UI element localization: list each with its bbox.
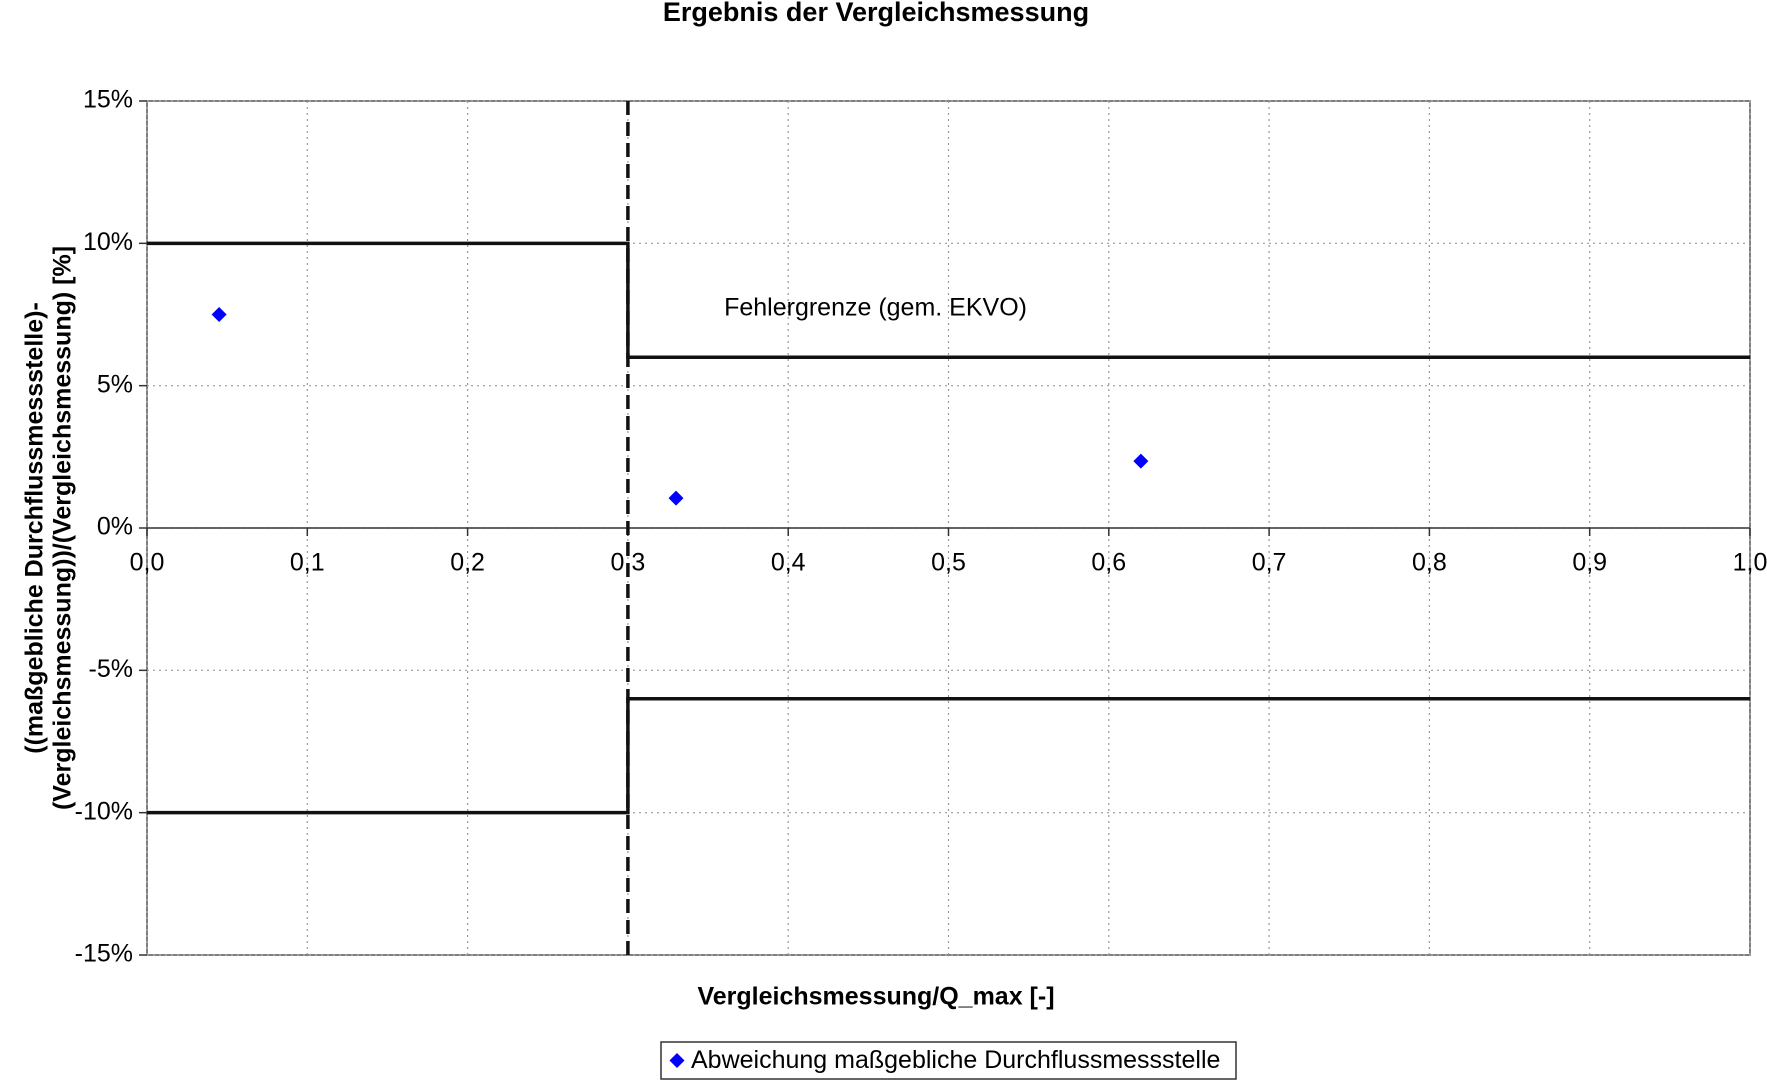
y-tick-label: 15% bbox=[83, 86, 133, 114]
x-tick-label: 0,1 bbox=[290, 549, 325, 577]
y-tick-label: -5% bbox=[89, 655, 133, 683]
y-tick-label: 0% bbox=[97, 513, 133, 541]
x-tick-label: 0,2 bbox=[450, 549, 485, 577]
x-axis-title: Vergleichsmessung/Q_max [-] bbox=[697, 983, 1054, 1011]
y-tick-label: 10% bbox=[83, 228, 133, 256]
x-tick-label: 0,0 bbox=[130, 549, 165, 577]
legend-marker bbox=[669, 1053, 685, 1068]
x-tick-label: 0,8 bbox=[1412, 549, 1447, 577]
point bbox=[668, 490, 684, 506]
point bbox=[1133, 453, 1149, 469]
x-tick-label: 0,5 bbox=[931, 549, 966, 577]
x-tick-label: 0,4 bbox=[771, 549, 806, 577]
legend-box bbox=[660, 1041, 1237, 1080]
y-axis-title-line: (Vergleichsmessung))/(Vergleichsmessung)… bbox=[49, 246, 77, 810]
legend: Abweichung maßgebliche Durchflussmessste… bbox=[660, 1041, 1237, 1080]
chart-title: Ergebnis der Vergleichsmessung bbox=[663, 0, 1089, 27]
point bbox=[211, 307, 227, 322]
x-tick-label: 1,0 bbox=[1733, 549, 1767, 577]
annotation: Fehlergrenze (gem. EKVO) bbox=[724, 293, 1027, 321]
y-tick-label: -10% bbox=[75, 797, 133, 825]
x-tick-label: 0,9 bbox=[1572, 549, 1607, 577]
y-axis-title-line: ((maßgebliche Durchflussmessstelle)- bbox=[21, 302, 49, 754]
x-tick-label: 0,6 bbox=[1091, 549, 1126, 577]
y-tick-label: 5% bbox=[97, 370, 133, 398]
x-tick-label: 0,7 bbox=[1252, 549, 1287, 577]
y-tick-label: -15% bbox=[75, 940, 133, 968]
legend-label: Abweichung maßgebliche Durchflussmessste… bbox=[691, 1046, 1220, 1074]
y-axis-title: ((maßgebliche Durchflussmessstelle)- (Ve… bbox=[21, 246, 77, 810]
